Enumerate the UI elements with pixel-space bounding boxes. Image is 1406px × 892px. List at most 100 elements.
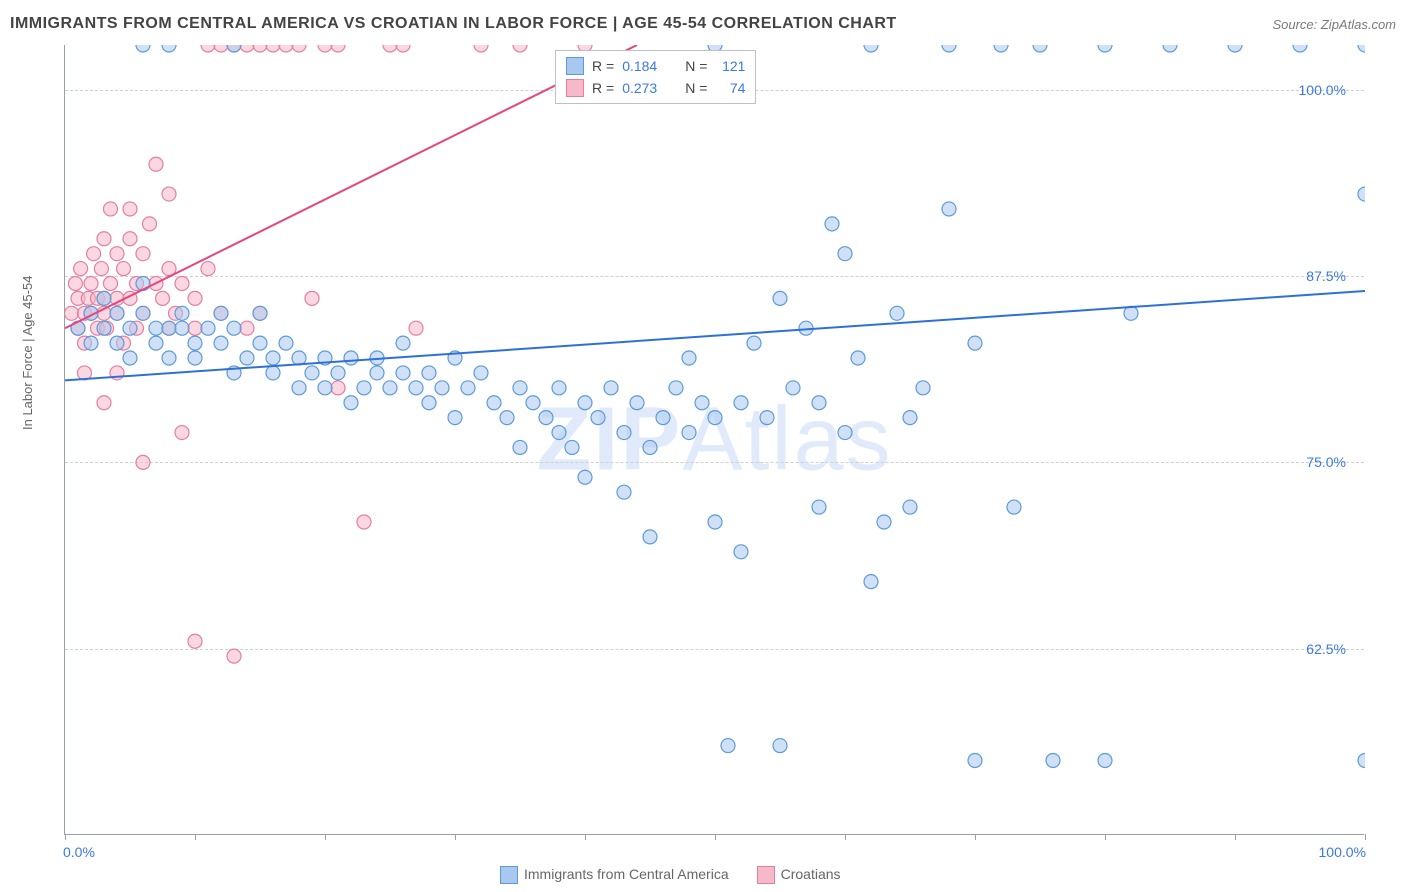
data-point: [357, 515, 371, 529]
data-point: [84, 276, 98, 290]
data-point: [604, 381, 618, 395]
data-point: [162, 187, 176, 201]
data-point: [747, 336, 761, 350]
stats-row: R =0.273N =74: [566, 77, 745, 99]
data-point: [149, 321, 163, 335]
x-tick-label: 100.0%: [1319, 844, 1366, 860]
legend-item: Croatians: [757, 866, 841, 884]
data-point: [617, 426, 631, 440]
data-point: [188, 634, 202, 648]
series-legend: Immigrants from Central AmericaCroatians: [500, 866, 841, 884]
data-point: [1046, 753, 1060, 767]
data-point: [422, 366, 436, 380]
data-point: [617, 485, 631, 499]
data-point: [214, 306, 228, 320]
data-point: [1228, 45, 1242, 52]
data-point: [143, 217, 157, 231]
data-point: [903, 411, 917, 425]
data-point: [253, 306, 267, 320]
data-point: [786, 381, 800, 395]
y-axis-label: In Labor Force | Age 45-54: [20, 276, 35, 430]
data-point: [721, 739, 735, 753]
data-point: [838, 426, 852, 440]
data-point: [643, 530, 657, 544]
data-point: [487, 396, 501, 410]
stat-label-r: R =: [592, 55, 614, 77]
data-point: [331, 366, 345, 380]
data-point: [65, 306, 79, 320]
data-point: [318, 381, 332, 395]
data-point: [812, 500, 826, 514]
data-point: [734, 396, 748, 410]
data-point: [214, 336, 228, 350]
data-point: [123, 321, 137, 335]
data-point: [104, 276, 118, 290]
data-point: [656, 411, 670, 425]
data-point: [136, 306, 150, 320]
legend-swatch: [566, 79, 584, 97]
data-point: [461, 381, 475, 395]
data-point: [838, 247, 852, 261]
data-point: [266, 366, 280, 380]
data-point: [188, 291, 202, 305]
data-point: [448, 411, 462, 425]
data-point: [266, 351, 280, 365]
data-point: [942, 45, 956, 52]
data-point: [110, 336, 124, 350]
data-point: [1007, 500, 1021, 514]
data-point: [97, 396, 111, 410]
data-point: [266, 45, 280, 52]
stat-label-n: N =: [685, 77, 707, 99]
data-point: [422, 396, 436, 410]
data-point: [188, 321, 202, 335]
data-point: [279, 45, 293, 52]
data-point: [175, 321, 189, 335]
data-point: [136, 276, 150, 290]
data-point: [136, 45, 150, 52]
data-point: [110, 247, 124, 261]
data-point: [188, 351, 202, 365]
data-point: [669, 381, 683, 395]
data-point: [97, 321, 111, 335]
data-point: [994, 45, 1008, 52]
data-point: [240, 321, 254, 335]
data-point: [357, 381, 371, 395]
data-point: [812, 396, 826, 410]
data-point: [513, 440, 527, 454]
data-point: [201, 45, 215, 52]
data-point: [123, 232, 137, 246]
data-point: [87, 247, 101, 261]
data-point: [1098, 45, 1112, 52]
x-tick-label: 0.0%: [63, 844, 95, 860]
data-point: [84, 336, 98, 350]
data-point: [162, 321, 176, 335]
data-point: [968, 753, 982, 767]
data-point: [864, 575, 878, 589]
data-point: [1124, 306, 1138, 320]
data-point: [409, 321, 423, 335]
data-point: [383, 381, 397, 395]
data-point: [552, 426, 566, 440]
data-point: [968, 336, 982, 350]
data-point: [773, 739, 787, 753]
data-point: [682, 426, 696, 440]
data-point: [227, 45, 241, 52]
data-point: [682, 351, 696, 365]
stats-row: R =0.184N =121: [566, 55, 745, 77]
data-point: [175, 426, 189, 440]
title-bar: IMMIGRANTS FROM CENTRAL AMERICA VS CROAT…: [10, 10, 1396, 38]
data-point: [474, 366, 488, 380]
data-point: [526, 396, 540, 410]
data-point: [331, 381, 345, 395]
data-point: [578, 470, 592, 484]
data-point: [396, 45, 410, 52]
data-point: [253, 336, 267, 350]
data-point: [539, 411, 553, 425]
chart-title: IMMIGRANTS FROM CENTRAL AMERICA VS CROAT…: [10, 15, 897, 33]
data-point: [1163, 45, 1177, 52]
data-point: [916, 381, 930, 395]
data-point: [305, 366, 319, 380]
source-label: Source: ZipAtlas.com: [1272, 17, 1396, 32]
data-point: [630, 396, 644, 410]
data-point: [409, 381, 423, 395]
